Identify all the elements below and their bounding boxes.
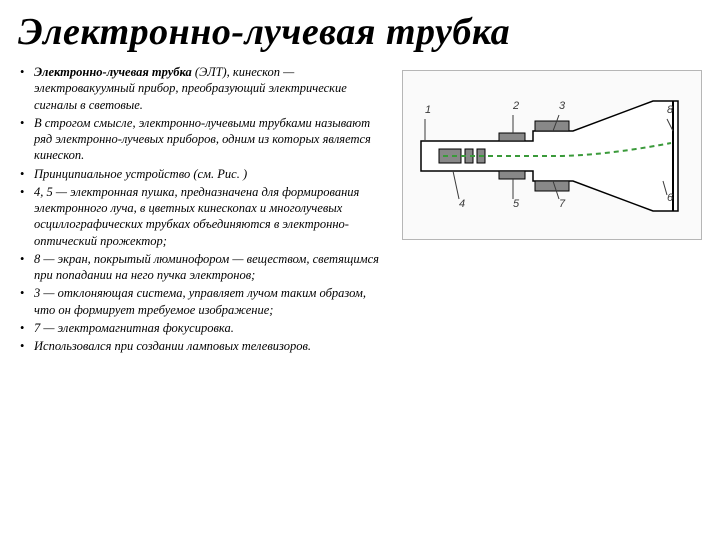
label-6: 6 — [667, 192, 674, 204]
item-text: 3 — отклоняющая система, управляет лучом… — [34, 286, 366, 316]
text-column: Электронно-лучевая трубка (ЭЛТ), кинеско… — [18, 64, 390, 356]
list-item: Использовался при создании ламповых теле… — [18, 338, 390, 354]
page-title: Электронно-лучевая трубка — [18, 10, 702, 54]
list-item: В строгом смысле, электронно-лучевыми тр… — [18, 115, 390, 164]
diagram-column: 1 2 3 8 4 5 7 6 — [402, 64, 702, 356]
list-item: Электронно-лучевая трубка (ЭЛТ), кинеско… — [18, 64, 390, 113]
gun-cathode — [439, 149, 461, 163]
item-text: 8 — экран, покрытый люминофором — вещест… — [34, 252, 379, 282]
list-item: 7 — электромагнитная фокусировка. — [18, 320, 390, 336]
crt-diagram: 1 2 3 8 4 5 7 6 — [402, 70, 702, 240]
item-text: Использовался при создании ламповых теле… — [34, 339, 311, 353]
label-5: 5 — [513, 198, 520, 210]
list-item: 3 — отклоняющая система, управляет лучом… — [18, 285, 390, 318]
bullet-list: Электронно-лучевая трубка (ЭЛТ), кинеско… — [18, 64, 390, 354]
crt-svg: 1 2 3 8 4 5 7 6 — [403, 71, 703, 241]
label-1: 1 — [425, 104, 431, 116]
list-item: 4, 5 — электронная пушка, предназначена … — [18, 184, 390, 249]
item-text: В строгом смысле, электронно-лучевыми тр… — [34, 116, 371, 163]
label-7: 7 — [559, 198, 566, 210]
label-4: 4 — [459, 198, 465, 210]
focus-top — [499, 133, 525, 141]
item-text: 4, 5 — электронная пушка, предназначена … — [34, 185, 359, 248]
bold-lead: Электронно-лучевая трубка — [34, 65, 192, 79]
content-row: Электронно-лучевая трубка (ЭЛТ), кинеско… — [18, 64, 702, 356]
list-item: 8 — экран, покрытый люминофором — вещест… — [18, 251, 390, 284]
yoke-bottom — [535, 181, 569, 191]
focus-bottom — [499, 171, 525, 179]
yoke-top — [535, 121, 569, 131]
list-item: Принципиальное устройство (см. Рис. ) — [18, 166, 390, 182]
item-text: Принципиальное устройство (см. Рис. ) — [34, 167, 247, 181]
label-3: 3 — [559, 100, 566, 112]
label-8: 8 — [667, 104, 674, 116]
item-text: 7 — электромагнитная фокусировка. — [34, 321, 234, 335]
label-2: 2 — [512, 100, 519, 112]
